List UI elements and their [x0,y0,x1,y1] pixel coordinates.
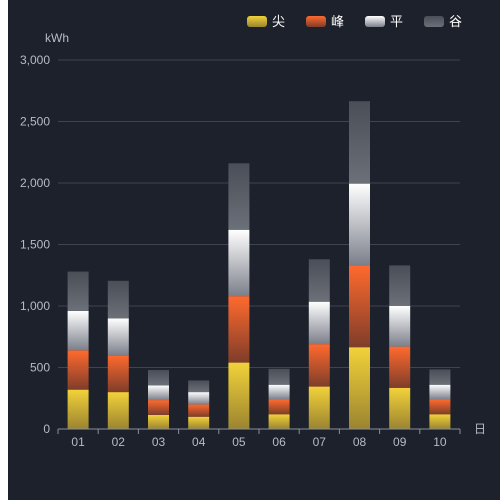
x-tick-label: 08 [353,435,367,449]
y-axis-unit-label: kWh [45,31,69,45]
bar-segment-3[interactable] [148,369,169,386]
x-tick-label: 04 [192,435,206,449]
bar-segment-0[interactable] [188,416,210,429]
bar-segment-0[interactable] [148,414,169,429]
x-tick-label: 07 [313,435,327,449]
legend-item[interactable]: 谷 [424,15,462,30]
bar-segment-1[interactable] [67,350,89,390]
bar-segment-2[interactable] [148,385,169,401]
legend-label: 平 [390,15,403,30]
x-tick-label: 01 [71,435,85,449]
bar-segment-0[interactable] [389,387,411,429]
legend[interactable]: 尖峰平谷 [247,15,462,30]
legend-swatch [365,16,385,27]
bar-segment-2[interactable] [67,310,89,351]
y-tick-label: 1,000 [20,299,50,313]
bar-segment-3[interactable] [228,163,250,230]
bar-segment-1[interactable] [148,400,169,415]
legend-label: 谷 [449,15,462,30]
bar-segment-3[interactable] [188,380,210,393]
bar-segment-2[interactable] [107,318,129,356]
bar-segment-2[interactable] [389,306,411,347]
x-tick-label: 05 [232,435,246,449]
bar-segment-3[interactable] [67,271,89,311]
bar-segment-1[interactable] [308,344,330,387]
legend-label: 尖 [272,15,285,30]
y-tick-label: 0 [43,422,50,436]
stacked-bar-chart: 0 500 1,000 1,500 2,000 2,500 3,000 01 02 03 04 05 0… [20,15,486,449]
x-axis-unit-label: 日 [474,422,486,436]
bar-segment-0[interactable] [268,414,290,429]
bar-segment-3[interactable] [429,369,451,385]
x-tick-label: 10 [433,435,447,449]
bar-segment-3[interactable] [349,101,370,184]
legend-label: 峰 [331,15,344,30]
legend-item[interactable]: 尖 [247,15,285,30]
legend-swatch [424,16,444,27]
bar-segment-3[interactable] [389,265,411,306]
legend-swatch [306,16,326,27]
bar-segment-1[interactable] [349,265,370,348]
bar-segment-3[interactable] [308,259,330,302]
legend-swatch [247,16,267,27]
legend-item[interactable]: 平 [365,15,403,30]
x-tick-label: 06 [272,435,286,449]
bars [67,101,451,429]
x-tick-label: 09 [393,435,407,449]
legend-item[interactable]: 峰 [306,15,344,30]
bar-segment-2[interactable] [268,384,290,400]
y-tick-label: 2,500 [20,115,50,129]
bar-segment-3[interactable] [107,280,129,319]
y-tick-label: 3,000 [20,53,50,67]
chart-panel: 0 500 1,000 1,500 2,000 2,500 3,000 01 02 03 04 05 0… [8,0,500,500]
y-tick-label: 500 [30,361,50,375]
bar-segment-0[interactable] [228,362,250,429]
bar-segment-2[interactable] [429,384,451,400]
x-tick-label: 03 [152,435,166,449]
bar-segment-1[interactable] [107,355,129,393]
axes: 0 500 1,000 1,500 2,000 2,500 3,000 01 02 03 04 05 0… [20,53,461,449]
bar-segment-0[interactable] [107,392,129,429]
bar-segment-1[interactable] [429,399,451,415]
bar-segment-1[interactable] [268,399,290,415]
bar-segment-2[interactable] [188,392,210,405]
bar-segment-2[interactable] [308,301,330,345]
bar-segment-2[interactable] [349,183,370,266]
bar-segment-0[interactable] [67,389,89,429]
bar-segment-0[interactable] [308,386,330,429]
bar-segment-1[interactable] [228,296,250,363]
y-tick-label: 1,500 [20,238,50,252]
bar-segment-0[interactable] [349,347,370,429]
y-tick-label: 2,000 [20,176,50,190]
bar-segment-1[interactable] [188,404,210,417]
bar-segment-2[interactable] [228,229,250,297]
bar-segment-1[interactable] [389,346,411,388]
bar-segment-0[interactable] [429,414,451,429]
x-tick-label: 02 [112,435,126,449]
bar-segment-3[interactable] [268,368,290,385]
